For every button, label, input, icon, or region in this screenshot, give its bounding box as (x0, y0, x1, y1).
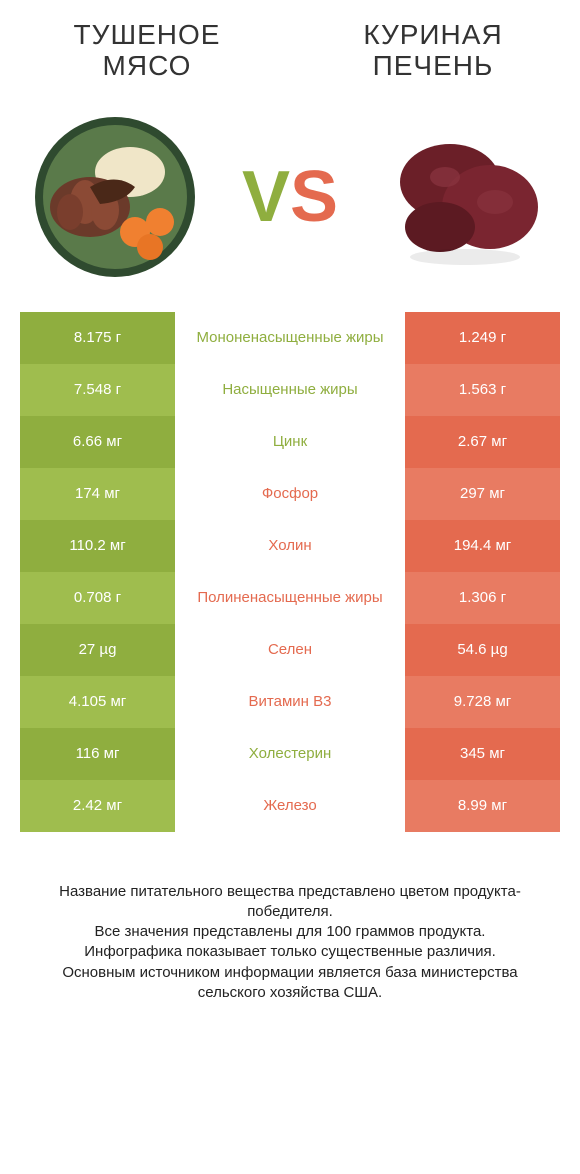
table-row: 6.66 мгЦинк2.67 мг (20, 416, 560, 468)
nutrient-label: Насыщенные жиры (175, 364, 405, 416)
nutrient-label: Холин (175, 520, 405, 572)
chicken-liver-icon (380, 112, 550, 282)
footer-notes: Название питательного вещества представл… (20, 832, 560, 1004)
left-title: ТУШЕНОЕ МЯСО (30, 20, 264, 82)
table-row: 4.105 мгВитамин B39.728 мг (20, 676, 560, 728)
left-value: 2.42 мг (20, 780, 175, 832)
nutrient-label: Полиненасыщенные жиры (175, 572, 405, 624)
nutrient-label: Цинк (175, 416, 405, 468)
right-value: 1.563 г (405, 364, 560, 416)
stew-plate-icon (30, 112, 200, 282)
table-row: 27 µgСелен54.6 µg (20, 624, 560, 676)
left-value: 8.175 г (20, 312, 175, 364)
table-row: 174 мгФосфор297 мг (20, 468, 560, 520)
right-value: 1.306 г (405, 572, 560, 624)
left-value: 27 µg (20, 624, 175, 676)
left-value: 0.708 г (20, 572, 175, 624)
right-value: 194.4 мг (405, 520, 560, 572)
table-row: 0.708 гПолиненасыщенные жиры1.306 г (20, 572, 560, 624)
table-row: 2.42 мгЖелезо8.99 мг (20, 780, 560, 832)
titles-row: ТУШЕНОЕ МЯСО КУРИНАЯ ПЕЧЕНЬ (20, 0, 560, 92)
nutrient-label: Витамин B3 (175, 676, 405, 728)
right-value: 54.6 µg (405, 624, 560, 676)
left-value: 174 мг (20, 468, 175, 520)
right-value: 9.728 мг (405, 676, 560, 728)
left-food-image (30, 112, 200, 282)
footer-line: Все значения представлены для 100 граммо… (30, 922, 550, 942)
nutrient-label: Железо (175, 780, 405, 832)
right-food-image (380, 112, 550, 282)
right-value: 1.249 г (405, 312, 560, 364)
nutrient-label: Фосфор (175, 468, 405, 520)
right-value: 8.99 мг (405, 780, 560, 832)
vs-label: VS (242, 161, 338, 233)
vs-v: V (242, 157, 290, 237)
left-value: 4.105 мг (20, 676, 175, 728)
nutrient-label: Селен (175, 624, 405, 676)
right-value: 297 мг (405, 468, 560, 520)
left-value: 110.2 мг (20, 520, 175, 572)
left-value: 7.548 г (20, 364, 175, 416)
left-value: 6.66 мг (20, 416, 175, 468)
table-row: 8.175 гМононенасыщенные жиры1.249 г (20, 312, 560, 364)
nutrient-label: Мононенасыщенные жиры (175, 312, 405, 364)
comparison-table: 8.175 гМононенасыщенные жиры1.249 г7.548… (20, 312, 560, 832)
table-row: 7.548 гНасыщенные жиры1.563 г (20, 364, 560, 416)
table-row: 116 мгХолестерин345 мг (20, 728, 560, 780)
right-title: КУРИНАЯ ПЕЧЕНЬ (316, 20, 550, 82)
hero-row: VS (20, 92, 560, 312)
vs-s: S (290, 157, 338, 237)
footer-line: Основным источником информации является … (30, 963, 550, 1004)
footer-line: Название питательного вещества представл… (30, 882, 550, 923)
left-value: 116 мг (20, 728, 175, 780)
nutrient-label: Холестерин (175, 728, 405, 780)
table-row: 110.2 мгХолин194.4 мг (20, 520, 560, 572)
right-value: 345 мг (405, 728, 560, 780)
right-value: 2.67 мг (405, 416, 560, 468)
footer-line: Инфографика показывает только существенн… (30, 942, 550, 962)
